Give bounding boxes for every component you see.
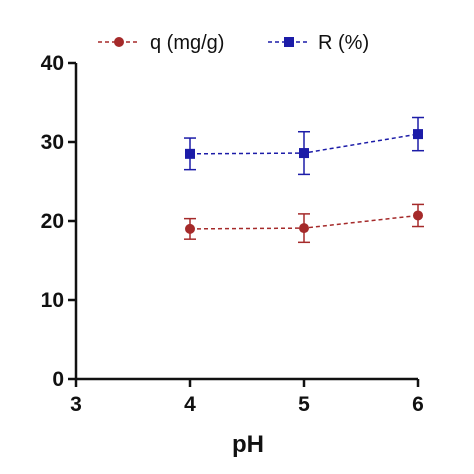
x-tick-label: 4 xyxy=(184,393,196,416)
y-tick-label: 0 xyxy=(52,368,64,391)
y-tick-label: 10 xyxy=(41,289,64,312)
plot-area xyxy=(184,116,424,244)
legend-label-q: q (mg/g) xyxy=(150,32,224,54)
y-tick-label: 40 xyxy=(41,52,64,75)
data-point-r xyxy=(185,148,195,159)
data-point-q xyxy=(413,210,423,221)
data-point-r xyxy=(299,148,309,159)
data-point-q xyxy=(185,223,195,234)
legend-marker-q xyxy=(114,37,124,47)
x-axis-title: pH xyxy=(232,431,264,458)
y-tick-label: 30 xyxy=(41,131,64,154)
x-tick-label: 6 xyxy=(412,393,424,416)
x-tick-label: 3 xyxy=(70,393,82,416)
data-point-r xyxy=(413,129,423,140)
y-tick-label: 20 xyxy=(41,210,64,233)
legend-marker-r xyxy=(284,37,294,47)
axes: 0 10 20 30 40 3 4 5 6 xyxy=(41,52,424,416)
legend: q (mg/g) R (%) xyxy=(98,32,369,54)
x-tick-label: 5 xyxy=(298,393,310,416)
legend-label-r: R (%) xyxy=(318,32,369,54)
data-point-q xyxy=(299,223,309,234)
